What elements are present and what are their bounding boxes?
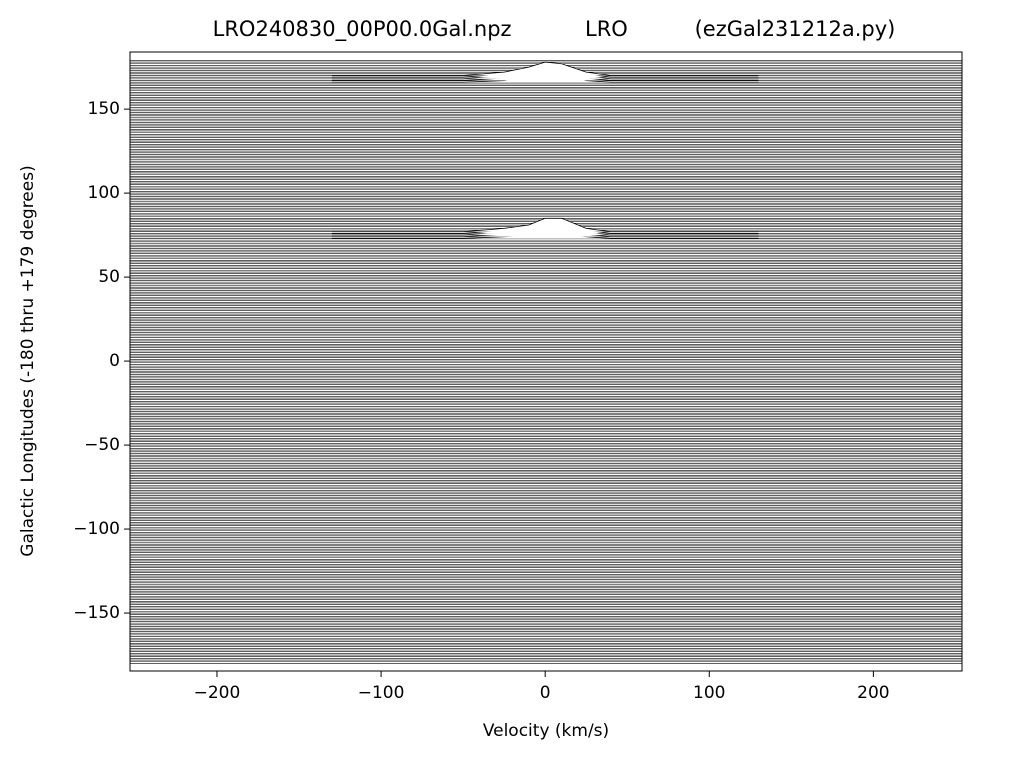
y-tick-label: −50 (84, 435, 120, 455)
profile-line (331, 61, 759, 76)
chart-title: LRO240830_00P00.0Gal.npz LRO (ezGal23121… (213, 17, 896, 42)
y-tick-label: 100 (88, 183, 120, 203)
x-tick-label: 200 (857, 683, 889, 703)
x-tick-label: 0 (540, 683, 551, 703)
y-tick-label: 150 (88, 99, 120, 119)
x-tick-label: −200 (194, 683, 241, 703)
y-tick-label: 50 (98, 267, 120, 287)
x-tick-label: −100 (358, 683, 405, 703)
y-axis-label: Galactic Longitudes (-180 thru +179 degr… (18, 165, 38, 556)
profile-line (331, 217, 759, 233)
x-tick-label: 100 (693, 683, 725, 703)
profile-fill (331, 62, 759, 76)
y-tick-label: 0 (109, 351, 120, 371)
x-axis-label: Velocity (km/s) (483, 721, 609, 741)
y-tick-label: −100 (73, 519, 120, 539)
y-tick-label: −150 (73, 603, 120, 623)
profile-fill (331, 218, 759, 232)
plot-frame (129, 51, 963, 672)
